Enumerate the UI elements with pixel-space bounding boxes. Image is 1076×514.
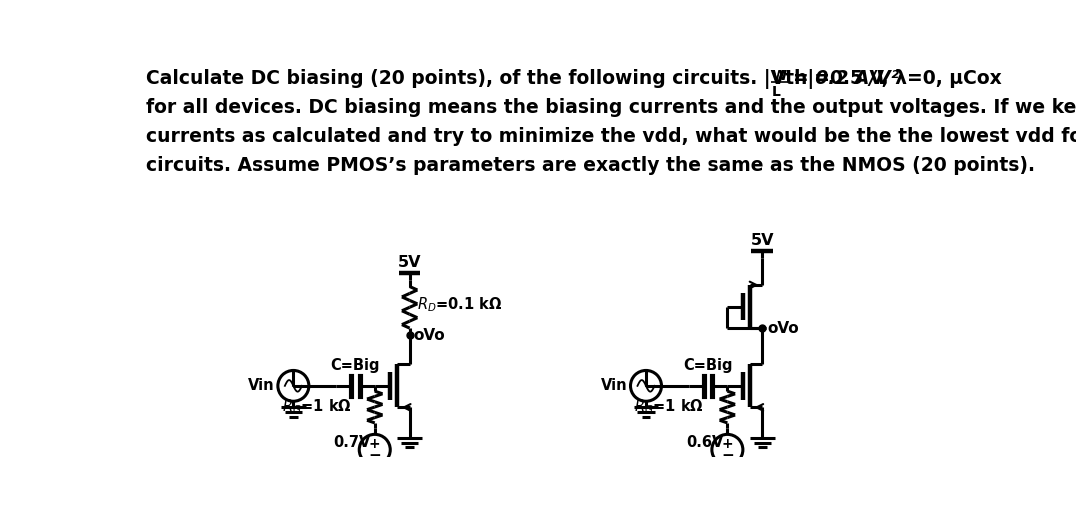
Text: 0.6V: 0.6V (686, 435, 723, 450)
Text: $R_G$=1 kΩ: $R_G$=1 kΩ (635, 398, 704, 416)
Text: for all devices. DC biasing means the biasing currents and the output voltages. : for all devices. DC biasing means the bi… (146, 98, 1076, 117)
Text: Calculate DC biasing (20 points), of the following circuits. |Vth|=0.5 V, λ=0, μ: Calculate DC biasing (20 points), of the… (146, 68, 1002, 88)
Text: C=Big: C=Big (683, 358, 733, 373)
Text: oVo: oVo (413, 327, 445, 342)
Text: 5V: 5V (398, 254, 422, 269)
Text: L: L (771, 85, 780, 99)
Text: = 0.2 A/V²: = 0.2 A/V² (793, 69, 900, 88)
Text: +: + (722, 437, 733, 451)
Text: $R_G$=1 kΩ: $R_G$=1 kΩ (282, 398, 352, 416)
Text: Vin: Vin (600, 378, 627, 393)
Text: −: − (368, 448, 381, 463)
Text: currents as calculated and try to minimize the vdd, what would be the the lowest: currents as calculated and try to minimi… (146, 127, 1076, 146)
Text: 0.7V: 0.7V (334, 435, 371, 450)
Text: oVo: oVo (767, 321, 799, 336)
Text: $R_D$=0.1 kΩ: $R_D$=0.1 kΩ (416, 296, 502, 315)
Text: C=Big: C=Big (330, 358, 380, 373)
Text: circuits. Assume PMOS’s parameters are exactly the same as the NMOS (20 points).: circuits. Assume PMOS’s parameters are e… (146, 156, 1035, 175)
Text: 5V: 5V (750, 233, 774, 248)
Text: Vin: Vin (249, 378, 274, 393)
Text: +: + (369, 437, 381, 451)
Text: W: W (771, 69, 787, 83)
Text: −: − (721, 448, 734, 463)
